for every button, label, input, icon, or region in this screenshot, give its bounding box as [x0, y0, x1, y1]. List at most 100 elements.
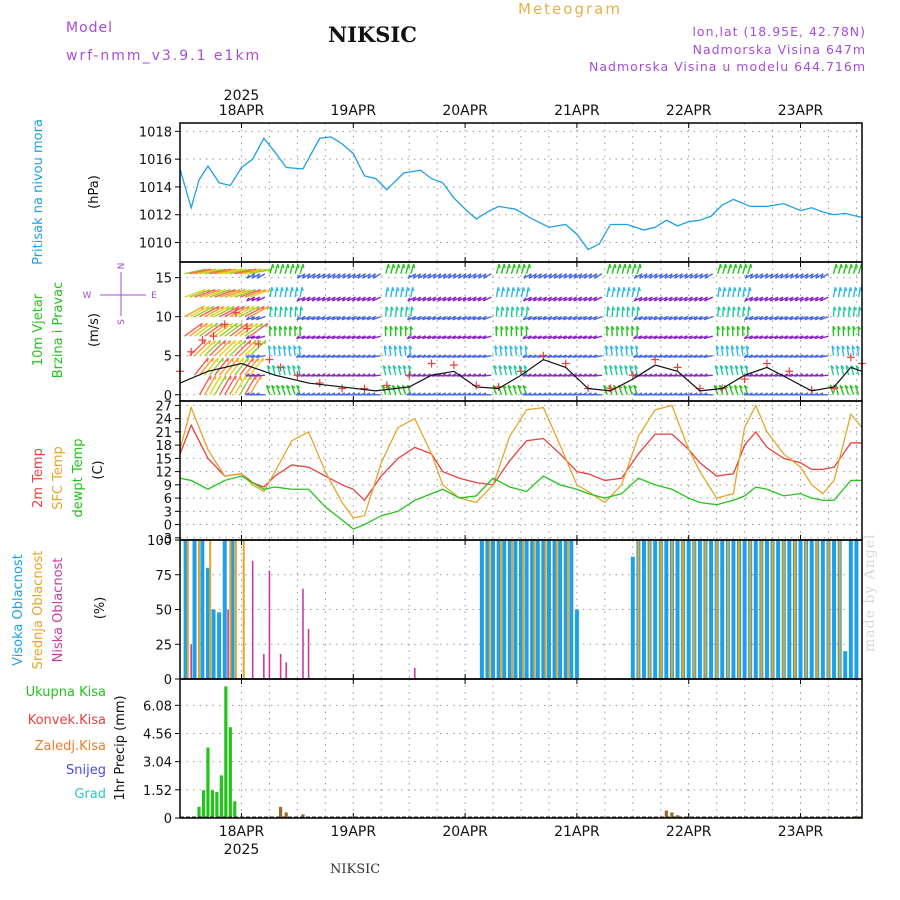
- wind-arrowhead: [213, 340, 217, 345]
- wind-arrow: [249, 339, 267, 357]
- wind-arrowhead: [383, 345, 388, 350]
- wind-arrowhead: [421, 373, 426, 377]
- wind-arrow: [269, 263, 274, 274]
- wind-arrowhead: [562, 392, 567, 396]
- wind-arrowhead: [441, 392, 446, 396]
- wind-arrowhead: [673, 297, 678, 302]
- high-cloud-bar: [630, 556, 635, 679]
- wind-arrowhead: [739, 365, 744, 369]
- wind-arrowhead: [658, 316, 663, 321]
- wind-arrowhead: [477, 335, 482, 340]
- wind-arrow: [611, 306, 614, 317]
- high-cloud-bar: [183, 540, 188, 679]
- wind-arrowhead: [230, 322, 234, 328]
- wind-arrow: [322, 273, 331, 279]
- wind-arrowhead: [509, 345, 514, 350]
- wind-arrowhead: [744, 297, 748, 302]
- wind-arrowhead: [427, 274, 431, 279]
- wind-arrowhead: [789, 274, 794, 279]
- wind-ytick-label: 5: [164, 350, 172, 365]
- mid-cloud-bar: [566, 540, 569, 679]
- wind-arrowhead: [567, 316, 572, 321]
- precip-legend-3: Snijeg: [66, 763, 106, 778]
- wind-arrow: [244, 322, 264, 337]
- wind-arrow: [244, 375, 257, 396]
- high-cloud-bar: [205, 567, 210, 679]
- wind-arrow: [528, 273, 538, 279]
- wind-arrow: [829, 385, 835, 395]
- wind-arrowhead: [814, 335, 819, 340]
- wind-arrow: [337, 273, 346, 279]
- total-precip-bar: [228, 727, 232, 818]
- wind-arrow: [507, 385, 513, 395]
- wind-arrowhead: [648, 373, 653, 377]
- wind-arrow: [744, 273, 754, 279]
- wind-arrowhead: [719, 263, 723, 269]
- wind-arrowhead: [679, 274, 683, 279]
- wind-unit: (m/s): [87, 313, 102, 347]
- wind-arrowhead: [472, 297, 477, 302]
- wind-arrowhead: [573, 274, 577, 279]
- wind-arrowhead: [764, 297, 768, 302]
- product-title: Meteogram: [518, 0, 622, 18]
- wind-arrow: [272, 345, 276, 356]
- wind-arrowhead: [577, 316, 582, 321]
- wind-arrowhead: [306, 316, 310, 321]
- wind-arrow: [482, 335, 492, 340]
- wind-arrowhead: [794, 354, 799, 358]
- wind-arrow: [510, 287, 514, 298]
- wind-arrow: [841, 345, 845, 356]
- wind-arrowhead: [204, 322, 208, 328]
- wind-arrow: [362, 273, 371, 279]
- wind-arrow: [244, 268, 267, 275]
- mid-cloud-bar: [229, 540, 232, 679]
- wind-arrowhead: [241, 305, 245, 311]
- wind-arrow: [199, 305, 220, 318]
- wind-arrow: [730, 345, 734, 356]
- wind-arrow: [249, 305, 270, 318]
- wind-arrow: [717, 306, 720, 317]
- mid-cloud-bar: [793, 540, 796, 679]
- wind-arrowhead: [512, 287, 516, 292]
- wind-arrowhead: [724, 263, 728, 269]
- wind-arrow: [704, 316, 713, 321]
- wind-arrow: [626, 287, 630, 298]
- wind-arrowhead: [467, 316, 471, 321]
- wind-ylabel-1: 10m Vjetar: [31, 293, 46, 366]
- mid-cloud-bar: [499, 540, 502, 679]
- wind-arrowhead: [537, 392, 542, 396]
- wind-arrowhead: [467, 274, 472, 279]
- wind-arrow: [855, 365, 860, 376]
- wind-arrowhead: [653, 316, 658, 321]
- wind-arrowhead: [297, 365, 301, 369]
- wind-arrowhead: [279, 325, 283, 330]
- mid-cloud-bar: [682, 540, 685, 679]
- mid-cloud-bar: [186, 540, 189, 679]
- wind-arrow: [229, 322, 248, 337]
- wind-arrowhead: [768, 335, 773, 340]
- wind-arrow: [199, 288, 221, 298]
- wind-arrowhead: [714, 365, 719, 369]
- wind-arrow: [737, 306, 740, 317]
- wind-arrowhead: [688, 392, 693, 396]
- wind-arrowhead: [276, 287, 279, 292]
- wind-arrowhead: [844, 287, 848, 292]
- wind-arrowhead: [402, 365, 407, 369]
- wind-arrowhead: [839, 384, 844, 389]
- wind-arrow: [234, 357, 249, 376]
- wind-arrowhead: [331, 354, 336, 358]
- wind-arrowhead: [245, 373, 250, 377]
- wind-arrowhead: [568, 297, 572, 302]
- wind-arrowhead: [447, 274, 452, 279]
- wind-arrowhead: [809, 335, 814, 340]
- wind-arrowhead: [524, 345, 529, 350]
- wind-arrow: [401, 385, 407, 395]
- wind-arrowhead: [331, 392, 336, 396]
- wind-arrow: [371, 374, 381, 377]
- wind-arrowhead: [426, 354, 431, 358]
- bottom-date-label: 19APR: [331, 824, 377, 840]
- wind-arrowhead: [745, 365, 749, 369]
- wind-arrowhead: [673, 335, 678, 340]
- wind-arrowhead: [737, 306, 741, 311]
- wind-arrow: [347, 273, 356, 279]
